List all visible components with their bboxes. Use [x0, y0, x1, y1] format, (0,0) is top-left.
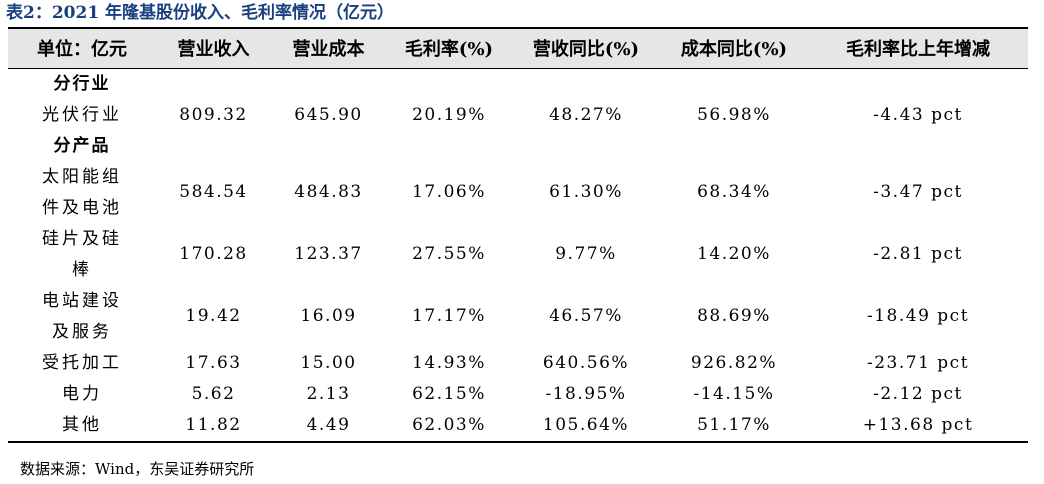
cell-margin-change: -2.12 pct: [873, 383, 963, 404]
header-revenue: 营业收入: [177, 39, 250, 61]
table-row-pv: 光伏行业 809.32 645.90 20.19% 48.27% 56.98% …: [8, 100, 1028, 131]
cell-margin-change: -3.47 pct: [873, 182, 963, 202]
cell-cost-yoy: 56.98%: [697, 104, 771, 125]
table-row-other: 其他 11.82 4.49 62.03% 105.64% 51.17% +13.…: [8, 410, 1028, 442]
cell-margin-change: -4.43 pct: [873, 104, 963, 125]
cell-gross-margin: 14.93%: [412, 352, 486, 373]
cell-revenue-yoy: 9.77%: [555, 244, 617, 264]
cell-revenue-yoy: 48.27%: [549, 104, 623, 125]
cell-revenue: 584.54: [179, 182, 248, 202]
row-label: 硅片及硅棒: [42, 228, 122, 280]
cell-margin-change: +13.68 pct: [862, 414, 974, 435]
cell-margin-change: -18.49 pct: [866, 306, 970, 326]
section-row-industry: 分行业: [8, 68, 1028, 100]
row-label: 其他: [62, 414, 102, 435]
cell-revenue-yoy: 61.30%: [549, 182, 623, 202]
cell-cost: 4.49: [306, 414, 351, 435]
cell-revenue-yoy: 640.56%: [542, 352, 630, 373]
cell-cost-yoy: -14.15%: [693, 383, 775, 404]
table-row-wafers: 硅片及硅棒 170.28 123.37 27.55% 9.77% 14.20% …: [8, 224, 1028, 286]
header-unit: 单位：亿元: [37, 39, 127, 61]
header-revenue-yoy: 营收同比(%): [532, 39, 640, 61]
cell-cost: 16.09: [300, 306, 357, 326]
section-row-product: 分产品: [8, 131, 1028, 162]
cell-gross-margin: 20.19%: [412, 104, 486, 125]
cell-gross-margin: 17.17%: [412, 306, 486, 326]
cell-gross-margin: 27.55%: [412, 244, 486, 264]
table-row-electricity: 电力 5.62 2.13 62.15% -18.95% -14.15% -2.1…: [8, 379, 1028, 410]
table-caption: 表2：2021 年隆基股份收入、毛利率情况（亿元）: [6, 3, 395, 23]
cell-revenue: 5.62: [191, 383, 236, 404]
cell-revenue: 11.82: [185, 414, 242, 435]
cell-revenue: 17.63: [185, 352, 242, 373]
cell-revenue: 809.32: [179, 104, 248, 125]
cell-cost: 2.13: [306, 383, 351, 404]
cell-cost: 15.00: [300, 352, 357, 373]
cell-cost: 645.90: [294, 104, 363, 125]
cell-margin-change: -2.81 pct: [873, 244, 963, 264]
row-label: 受托加工: [42, 352, 122, 373]
cell-cost-yoy: 68.34%: [697, 182, 771, 202]
cell-gross-margin: 17.06%: [412, 182, 486, 202]
header-row: 单位：亿元 营业收入 营业成本 毛利率(%) 营收同比(%) 成本同比(%) 毛…: [8, 28, 1028, 68]
cell-cost-yoy: 88.69%: [697, 306, 771, 326]
row-label: 电站建设 及服务: [42, 290, 122, 342]
row-label: 太阳能组 件及电池: [42, 166, 122, 218]
header-cost-yoy: 成本同比(%): [680, 39, 788, 61]
cell-revenue-yoy: 46.57%: [549, 306, 623, 326]
cell-revenue: 19.42: [185, 306, 242, 326]
cell-revenue-yoy: -18.95%: [545, 383, 627, 404]
section-title: 分产品: [53, 135, 111, 156]
cell-cost: 123.37: [294, 244, 363, 264]
cell-margin-change: -23.71 pct: [866, 352, 970, 373]
cell-cost-yoy: 926.82%: [690, 352, 778, 373]
cell-revenue: 170.28: [179, 244, 248, 264]
header-gross-margin: 毛利率(%): [404, 39, 494, 61]
source-note: 数据来源：Wind，东吴证券研究所: [20, 460, 255, 478]
cell-cost-yoy: 51.17%: [697, 414, 771, 435]
header-cost: 营业成本: [292, 39, 365, 61]
cell-gross-margin: 62.03%: [412, 414, 486, 435]
cell-revenue-yoy: 105.64%: [542, 414, 630, 435]
cell-cost-yoy: 14.20%: [697, 244, 771, 264]
row-label: 电力: [62, 383, 102, 404]
row-label: 光伏行业: [42, 104, 122, 125]
section-title: 分行业: [53, 73, 111, 94]
header-margin-change: 毛利率比上年增减: [846, 39, 990, 61]
cell-gross-margin: 62.15%: [412, 383, 486, 404]
revenue-margin-table: 单位：亿元 营业收入 营业成本 毛利率(%) 营收同比(%) 成本同比(%) 毛…: [8, 27, 1028, 443]
table-row-power-station: 电站建设 及服务 19.42 16.09 17.17% 46.57% 88.69%…: [8, 286, 1028, 348]
cell-cost: 484.83: [294, 182, 363, 202]
table-row-contract: 受托加工 17.63 15.00 14.93% 640.56% 926.82% …: [8, 348, 1028, 379]
table-row-modules: 太阳能组 件及电池 584.54 484.83 17.06% 61.30% 68.…: [8, 162, 1028, 224]
